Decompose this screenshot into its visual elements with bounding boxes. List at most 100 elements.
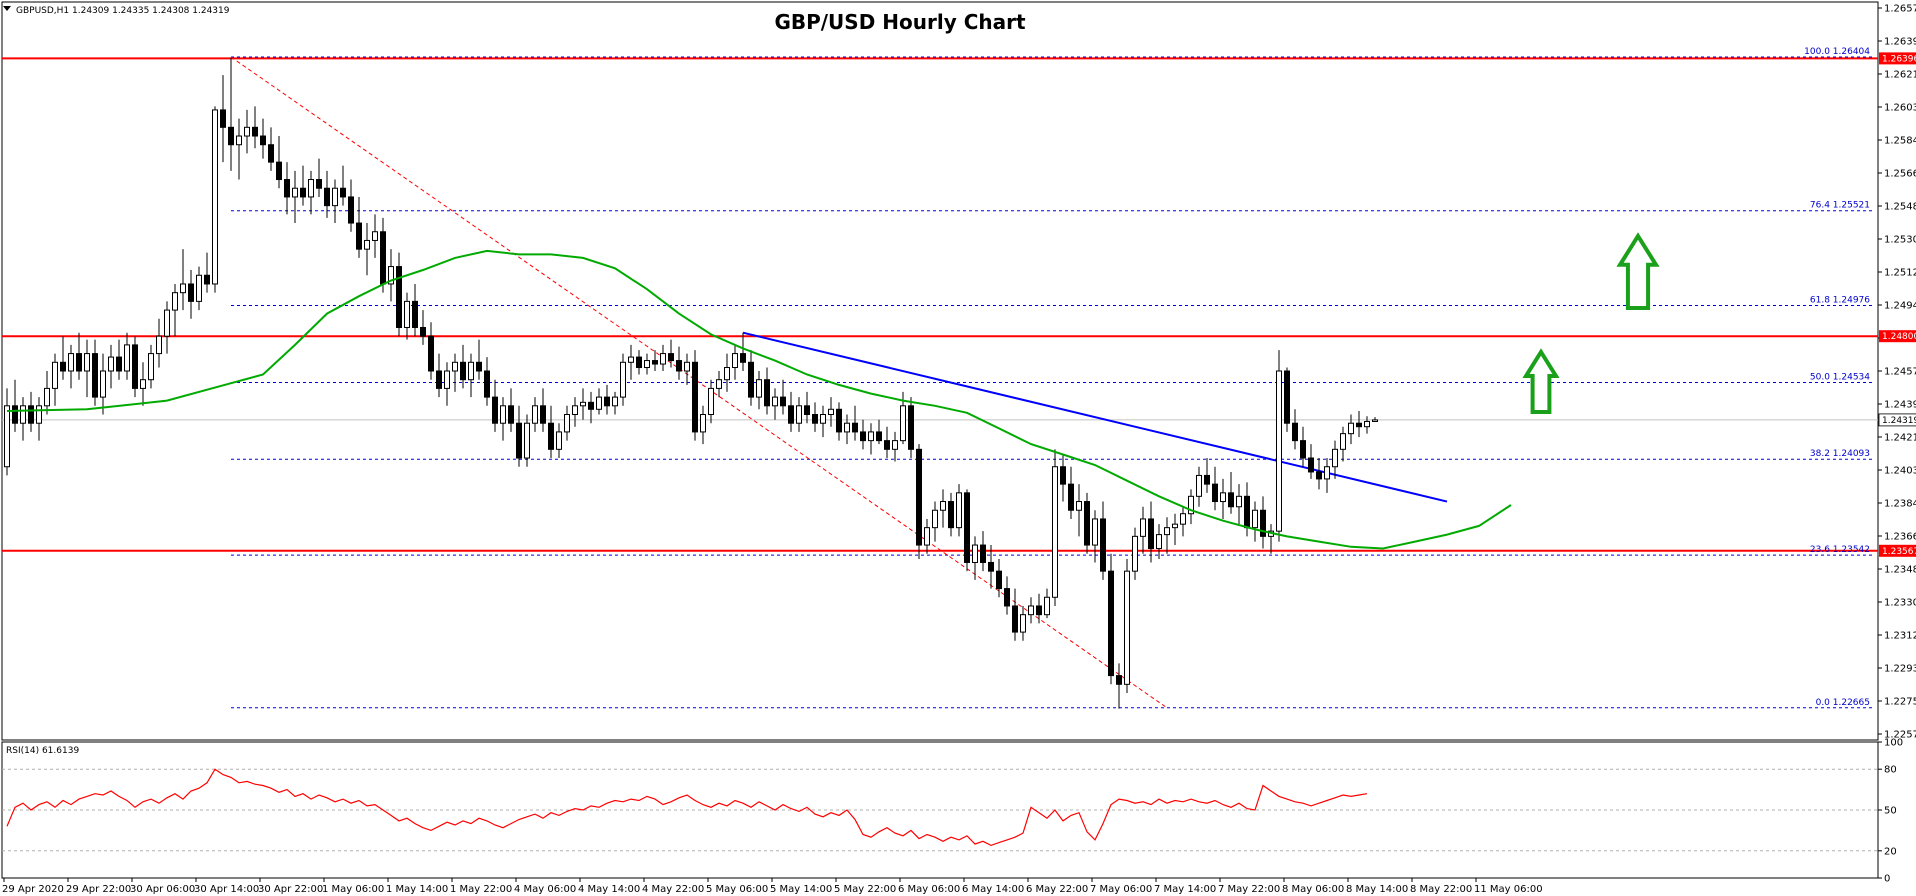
candle-body — [1036, 605, 1042, 616]
candle — [804, 391, 810, 424]
candle — [500, 397, 506, 441]
candle-body — [268, 144, 274, 163]
current-price-tag — [1878, 413, 1916, 427]
candle — [1292, 409, 1298, 450]
candle-body — [92, 353, 98, 398]
candle — [1084, 492, 1090, 554]
price-tick-label: 1.24030 — [1884, 466, 1916, 477]
candle-body — [1236, 495, 1242, 508]
candle — [884, 426, 890, 459]
candle-body — [388, 266, 394, 285]
candle — [308, 170, 314, 215]
candle-body — [1148, 518, 1154, 550]
candle-body — [668, 353, 674, 362]
candle — [1012, 588, 1018, 641]
candle — [1076, 484, 1082, 537]
candle — [468, 353, 474, 398]
candle — [1236, 484, 1242, 525]
candle-body — [20, 405, 26, 424]
triangle-dropdown-icon[interactable] — [3, 6, 11, 11]
candle — [748, 350, 754, 406]
candle-body — [228, 126, 234, 146]
candle-body — [1020, 614, 1026, 633]
candle-body — [748, 361, 754, 398]
time-tick-label: 1 May 14:00 — [386, 884, 448, 895]
candle — [940, 489, 946, 528]
price-tick-label: 1.22575 — [1884, 730, 1916, 741]
candle-body — [324, 187, 330, 207]
candle-body — [236, 135, 242, 146]
candle-body — [772, 396, 778, 407]
candle-body — [468, 361, 474, 381]
candle — [1116, 663, 1122, 709]
candle — [1220, 478, 1226, 519]
candle — [1276, 350, 1282, 542]
candle-body — [620, 361, 626, 398]
price-tick-label: 1.26030 — [1884, 103, 1916, 114]
candle — [636, 350, 642, 375]
candle — [772, 388, 778, 420]
candle — [852, 405, 858, 441]
candle-body — [1260, 509, 1266, 537]
candle-body — [940, 501, 946, 511]
candle-body — [556, 431, 562, 450]
fib-level-label: 50.0 1.24534 — [1810, 372, 1870, 382]
candle-body — [1188, 495, 1194, 515]
fib-anchor-line — [230, 56, 1168, 709]
candle-body — [180, 283, 186, 294]
time-tick-label: 8 May 06:00 — [1282, 884, 1344, 895]
axis-layer: 1.26575 1.26390 1.26210 1.26030 1.25845 1.256… — [2, 4, 1916, 895]
candles-layer — [4, 57, 1378, 709]
candle-body — [740, 353, 746, 363]
candle-body — [1180, 513, 1186, 525]
candle-body — [524, 422, 530, 459]
candle-body — [1244, 495, 1250, 529]
candle-body — [692, 361, 698, 433]
candle-body — [452, 361, 458, 372]
candle — [252, 106, 258, 149]
time-tick-label: 30 Apr 14:00 — [194, 884, 259, 895]
candle-body — [828, 408, 834, 416]
candle-body — [532, 405, 538, 424]
candle — [404, 292, 410, 340]
price-tick-label: 1.25120 — [1884, 268, 1916, 279]
candle — [1092, 510, 1098, 563]
candle-body — [76, 353, 82, 372]
candle — [716, 371, 722, 398]
rsi-layer — [2, 768, 1878, 852]
fib-level-label: 38.2 1.24093 — [1810, 449, 1870, 459]
candle-body — [1284, 370, 1290, 424]
time-tick-label: 30 Apr 06:00 — [130, 884, 195, 895]
price-tick-label: 1.25665 — [1884, 169, 1916, 180]
candle — [956, 484, 962, 537]
candle-body — [348, 196, 354, 224]
candle — [1284, 367, 1290, 432]
candle — [44, 371, 50, 415]
candle — [684, 353, 690, 385]
candle — [1356, 411, 1362, 438]
candle — [1060, 454, 1066, 502]
price-tick-label: 1.23485 — [1884, 565, 1916, 576]
candle-body — [860, 431, 866, 442]
candle-body — [100, 370, 106, 398]
candle-body — [1004, 588, 1010, 607]
candle-body — [308, 179, 314, 198]
candle-body — [716, 379, 722, 389]
candle — [12, 379, 18, 432]
candle — [356, 196, 362, 258]
candle-body — [300, 187, 306, 198]
candle — [324, 170, 330, 218]
candle — [36, 397, 42, 441]
candle-body — [188, 283, 194, 302]
candle-body — [1164, 527, 1170, 536]
candle-body — [996, 570, 1002, 590]
candle — [980, 531, 986, 572]
candle — [92, 339, 98, 406]
candle — [836, 402, 842, 441]
levels-layer — [2, 57, 1878, 552]
candle — [396, 252, 402, 337]
candle-body — [1228, 492, 1234, 508]
fib-level-label: 23.6 1.23542 — [1810, 545, 1870, 555]
candle-body — [1156, 534, 1162, 550]
